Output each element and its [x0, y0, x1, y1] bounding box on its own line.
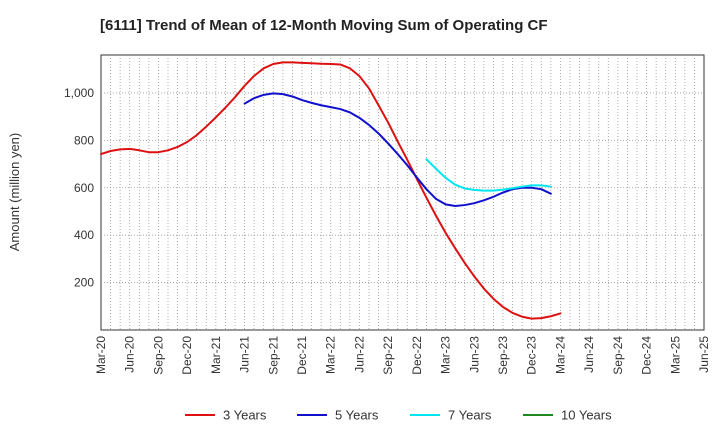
x-tick-label: Mar-22 — [324, 336, 338, 374]
x-tick-label: Dec-24 — [640, 336, 654, 375]
x-tick-label: Jun-22 — [352, 336, 366, 373]
x-tick-label: Sep-20 — [151, 336, 165, 375]
x-tick-label: Jun-21 — [238, 336, 252, 373]
y-tick-label: 800 — [74, 133, 94, 147]
series-lines — [100, 61, 562, 320]
x-tick-label: Sep-21 — [266, 336, 280, 375]
legend: 3 Years 5 Years 7 Years 10 Years — [185, 408, 612, 423]
y-tick-label: 1,000 — [64, 86, 94, 100]
plot-area — [100, 54, 705, 331]
y-tick-label: 400 — [74, 228, 94, 242]
x-tick-label: Jun-24 — [582, 336, 596, 373]
x-tick-label: Sep-24 — [611, 336, 625, 375]
y-axis-label: Amount (million yen) — [7, 133, 22, 252]
y-tick-label: 200 — [74, 276, 94, 290]
x-tick-label: Mar-21 — [209, 336, 223, 374]
series-line-5-years — [243, 92, 552, 208]
x-tick-label: Dec-21 — [295, 336, 309, 375]
vertical-gridlines — [110, 55, 695, 330]
chart-title: [6111] Trend of Mean of 12-Month Moving … — [100, 17, 548, 34]
x-tick-label: Mar-25 — [668, 336, 682, 374]
y-axis-ticks: 200 400 600 800 1,000 — [64, 86, 94, 290]
x-tick-label: Mar-20 — [94, 336, 108, 374]
x-tick-label: Dec-23 — [525, 336, 539, 375]
x-tick-label: Jun-20 — [123, 336, 137, 373]
x-tick-label: Dec-22 — [410, 336, 424, 375]
x-tick-label: Mar-23 — [439, 336, 453, 374]
y-tick-label: 600 — [74, 181, 94, 195]
legend-label: 10 Years — [561, 408, 612, 423]
series-line-3-years — [100, 61, 562, 320]
legend-label: 3 Years — [223, 408, 267, 423]
x-tick-label: Mar-24 — [553, 336, 567, 374]
x-tick-label: Dec-20 — [180, 336, 194, 375]
legend-label: 5 Years — [335, 408, 379, 423]
x-tick-label: Jun-25 — [697, 336, 711, 373]
x-tick-label: Sep-22 — [381, 336, 395, 375]
legend-label: 7 Years — [448, 408, 492, 423]
x-tick-label: Jun-23 — [467, 336, 481, 373]
series-line-7-years — [425, 158, 552, 192]
x-axis-ticks: Mar-20 Jun-20 Sep-20 Dec-20 Mar-21 Jun-21 Sep-… — [94, 336, 711, 375]
x-tick-label: Sep-23 — [496, 336, 510, 375]
